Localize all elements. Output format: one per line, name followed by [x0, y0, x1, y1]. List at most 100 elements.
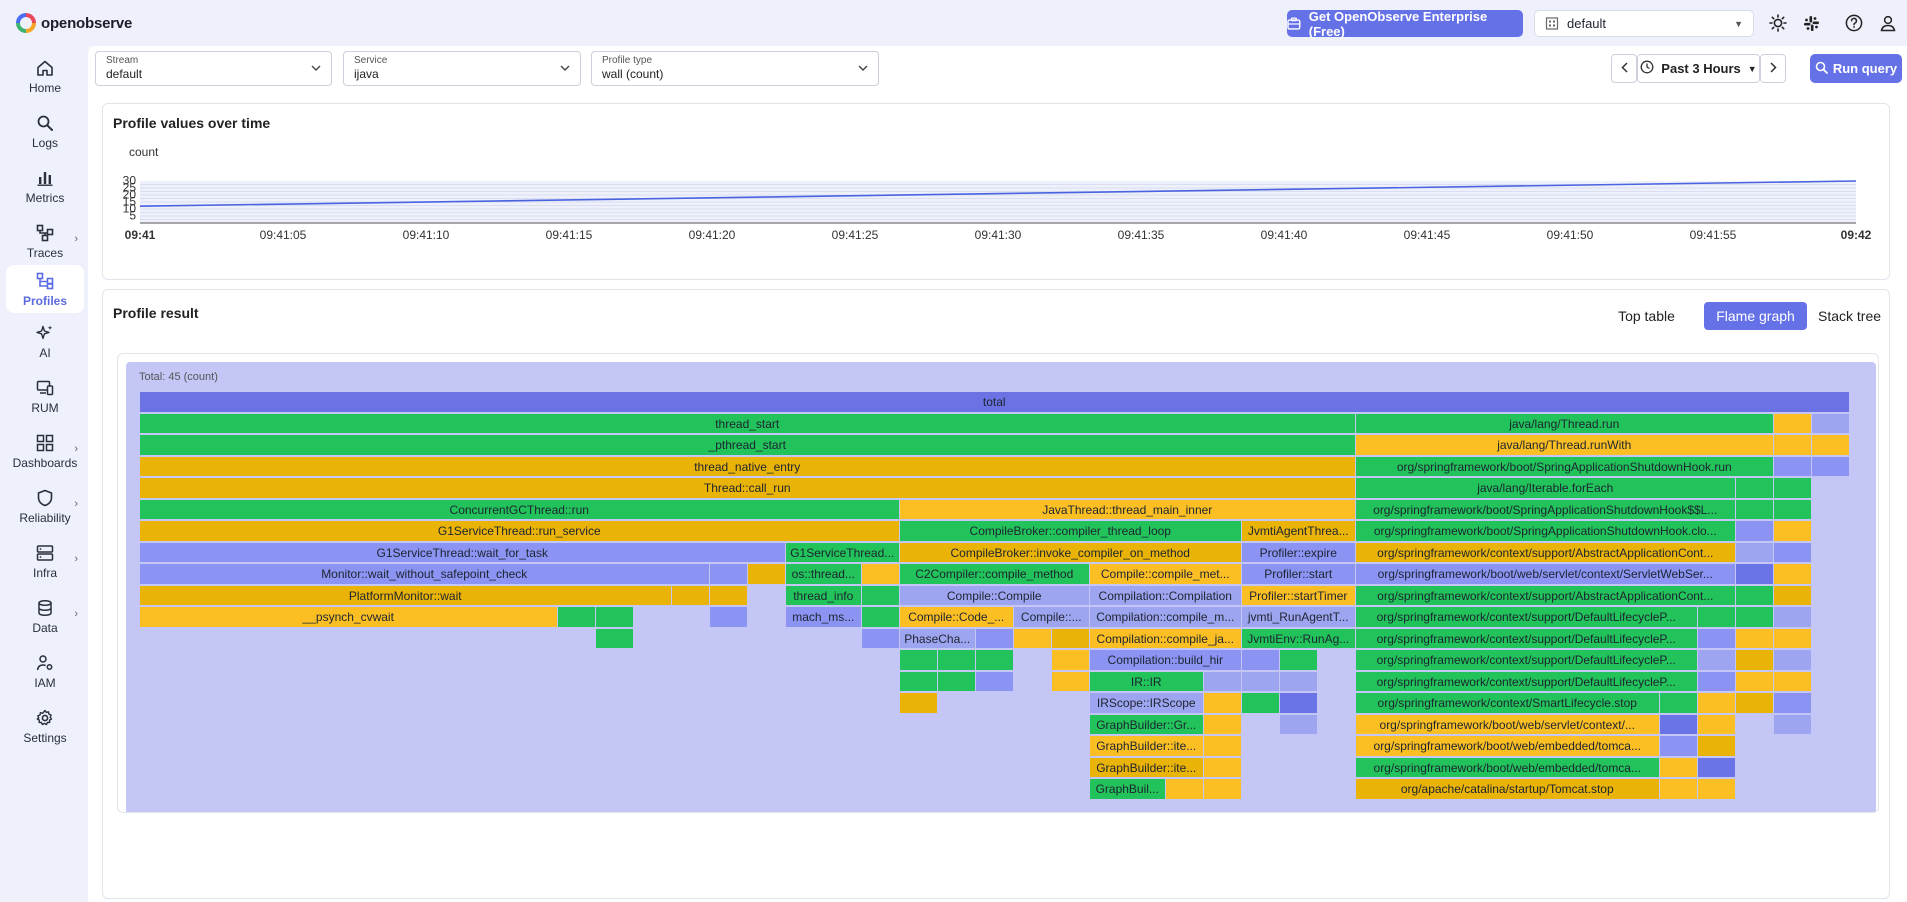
sidebar-item-settings[interactable]: Settings	[6, 702, 84, 750]
flame-frame[interactable]	[1736, 542, 1773, 563]
flame-frame[interactable]	[862, 607, 899, 627]
flame-frame[interactable]	[1774, 714, 1811, 735]
flame-frame[interactable]: total	[140, 392, 1849, 412]
sidebar-item-reliability[interactable]: Reliability ›	[6, 482, 84, 530]
get-enterprise-button[interactable]: Get OpenObserve Enterprise (Free)	[1287, 9, 1523, 39]
flame-frame[interactable]	[1736, 693, 1773, 713]
flame-frame[interactable]	[976, 671, 1013, 692]
flame-frame[interactable]: jvmti_RunAgentT...	[1242, 607, 1355, 627]
flame-frame[interactable]	[1698, 693, 1735, 713]
flame-frame[interactable]	[900, 671, 937, 692]
flame-frame[interactable]: org/springframework/context/support/Defa…	[1356, 650, 1697, 670]
flame-frame[interactable]	[1736, 564, 1773, 584]
flame-frame[interactable]	[1736, 521, 1773, 541]
flame-frame[interactable]: Compile::Code_...	[900, 607, 1013, 627]
flame-frame[interactable]: C2Compiler::compile_method	[900, 564, 1089, 584]
flame-frame[interactable]: org/apache/catalina/startup/Tomcat.stop	[1356, 779, 1659, 799]
flame-frame[interactable]: Compilation::Compilation	[1090, 585, 1241, 606]
flame-frame[interactable]	[710, 585, 747, 606]
flame-frame[interactable]	[1698, 757, 1735, 778]
flame-frame[interactable]: Compilation::build_hir	[1090, 650, 1241, 670]
flame-frame[interactable]: G1ServiceThread...	[786, 542, 899, 563]
flame-frame[interactable]	[976, 650, 1013, 670]
flame-frame[interactable]	[1774, 671, 1811, 692]
flame-frame[interactable]	[1052, 671, 1089, 692]
flame-frame[interactable]: __psynch_cvwait	[140, 607, 557, 627]
flame-frame[interactable]	[748, 564, 785, 584]
flame-frame[interactable]: JvmtiEnv::RunAg...	[1242, 628, 1355, 649]
flame-frame[interactable]: _pthread_start	[140, 435, 1355, 455]
sidebar-item-dashboards[interactable]: Dashboards ›	[6, 427, 84, 475]
sidebar-item-logs[interactable]: Logs	[6, 107, 84, 155]
flame-frame[interactable]: java/lang/Thread.runWith	[1356, 435, 1773, 455]
flame-frame[interactable]: Profiler::startTimer	[1242, 585, 1355, 606]
flame-frame[interactable]: Compile::...	[1014, 607, 1089, 627]
flame-frame[interactable]: JavaThread::thread_main_inner	[900, 499, 1355, 520]
profile-type-select[interactable]: Profile type wall (count)	[591, 51, 879, 86]
theme-toggle-sun-icon[interactable]	[1767, 12, 1789, 34]
flame-frame[interactable]	[1774, 585, 1811, 606]
flame-frame[interactable]: org/springframework/boot/web/embedded/to…	[1356, 757, 1659, 778]
flame-frame[interactable]: CompileBroker::invoke_compiler_on_method	[900, 542, 1241, 563]
flame-frame[interactable]: G1ServiceThread::wait_for_task	[140, 542, 785, 563]
flame-frame[interactable]: org/springframework/boot/SpringApplicati…	[1356, 521, 1735, 541]
flame-frame[interactable]: java/lang/Thread.run	[1356, 413, 1773, 434]
flame-frame[interactable]	[596, 628, 633, 649]
stream-select[interactable]: Stream default	[95, 51, 332, 86]
flame-frame[interactable]	[1736, 585, 1773, 606]
flame-frame[interactable]: GraphBuilder::ite...	[1090, 736, 1203, 756]
flame-frame[interactable]	[1660, 757, 1697, 778]
flame-frame[interactable]	[1774, 607, 1811, 627]
sidebar-item-iam[interactable]: IAM	[6, 647, 84, 695]
flame-frame[interactable]	[1774, 628, 1811, 649]
flame-frame[interactable]: Thread::call_run	[140, 478, 1355, 498]
flame-frame[interactable]: mach_ms...	[786, 607, 861, 627]
flame-frame[interactable]	[1774, 456, 1811, 477]
flame-frame[interactable]	[1204, 757, 1241, 778]
flame-frame[interactable]	[1280, 650, 1317, 670]
flame-frame[interactable]	[1736, 650, 1773, 670]
flame-frame[interactable]	[900, 693, 937, 713]
brand-logo[interactable]: openobserve	[16, 13, 132, 33]
help-icon[interactable]	[1843, 12, 1865, 34]
flame-frame[interactable]: thread_native_entry	[140, 456, 1355, 477]
user-account-icon[interactable]	[1877, 12, 1899, 34]
sidebar-item-traces[interactable]: Traces ›	[6, 217, 84, 265]
sidebar-item-rum[interactable]: RUM	[6, 372, 84, 420]
flame-frame[interactable]	[1774, 650, 1811, 670]
flame-frame[interactable]	[1736, 671, 1773, 692]
flame-frame[interactable]	[1774, 435, 1811, 455]
flame-frame[interactable]	[1812, 435, 1849, 455]
flame-frame[interactable]	[1698, 736, 1735, 756]
flame-frame[interactable]: org/springframework/context/support/Defa…	[1356, 671, 1697, 692]
flame-frame[interactable]	[1774, 693, 1811, 713]
flame-frame[interactable]: GraphBuilder::ite...	[1090, 757, 1203, 778]
sidebar-item-data[interactable]: Data ›	[6, 592, 84, 640]
flame-frame[interactable]	[1660, 779, 1697, 799]
flame-frame[interactable]: org/springframework/context/SmartLifecyc…	[1356, 693, 1659, 713]
flame-frame[interactable]: org/springframework/context/support/Defa…	[1356, 628, 1697, 649]
flame-frame[interactable]	[1204, 714, 1241, 735]
flame-frame[interactable]: org/springframework/boot/web/embedded/to…	[1356, 736, 1659, 756]
flame-frame[interactable]: Compile::Compile	[900, 585, 1089, 606]
flame-frame[interactable]	[1166, 779, 1203, 799]
tab-top-table[interactable]: Top table	[1618, 308, 1675, 324]
flame-frame[interactable]	[1698, 650, 1735, 670]
sidebar-item-profiles[interactable]: Profiles	[6, 265, 84, 313]
flame-frame[interactable]: thread_start	[140, 413, 1355, 434]
flame-frame[interactable]	[672, 585, 709, 606]
flame-frame[interactable]: IRScope::IRScope	[1090, 693, 1203, 713]
flame-frame[interactable]	[1204, 779, 1241, 799]
sidebar-item-infra[interactable]: Infra ›	[6, 537, 84, 585]
flame-frame[interactable]	[1698, 671, 1735, 692]
tab-flame-graph[interactable]: Flame graph	[1704, 302, 1807, 330]
sidebar-item-ai[interactable]: AI	[6, 317, 84, 365]
flame-frame[interactable]: Profiler::expire	[1242, 542, 1355, 563]
flame-frame[interactable]	[1774, 542, 1811, 563]
flame-frame[interactable]: org/springframework/context/support/Defa…	[1356, 607, 1697, 627]
flame-frame[interactable]	[1774, 564, 1811, 584]
flame-frame[interactable]: JvmtiAgentThrea...	[1242, 521, 1355, 541]
slack-icon[interactable]	[1800, 12, 1822, 34]
flame-frame[interactable]: G1ServiceThread::run_service	[140, 521, 899, 541]
flame-frame[interactable]: org/springframework/boot/SpringApplicati…	[1356, 456, 1773, 477]
